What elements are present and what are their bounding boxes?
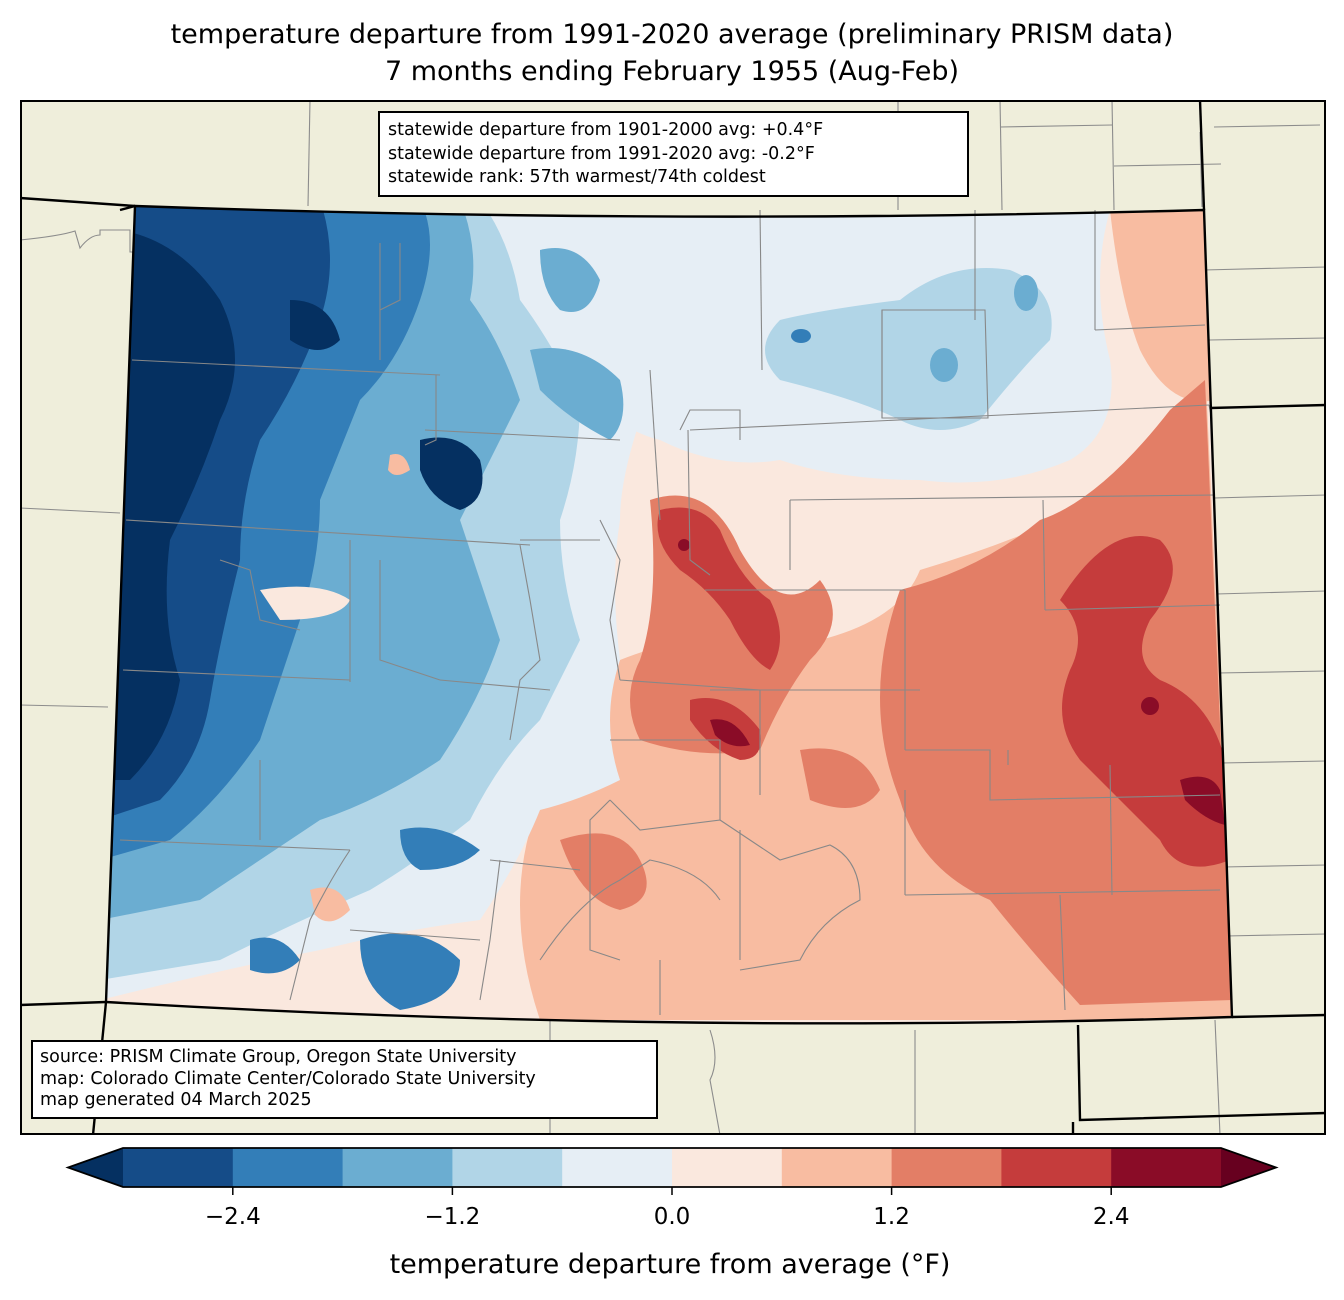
temperature-map — [20, 100, 1326, 1135]
colorbar-tick-label: 1.2 — [873, 1204, 910, 1230]
colorbar-tick-label: 0.0 — [654, 1204, 691, 1230]
colorbar-cell — [1111, 1148, 1222, 1187]
contour-warm-w2 — [260, 586, 350, 620]
contour-cool-6d — [290, 300, 340, 350]
contour-cool-ne2 — [765, 268, 1052, 430]
colorbar-outline — [65, 1147, 1279, 1188]
contour-cool-7 — [360, 933, 460, 1010]
map-frame — [20, 100, 1326, 1135]
contour-warm-w1 — [310, 887, 350, 922]
contour-cool-9 — [250, 937, 300, 974]
colorbar-extend-over — [1221, 1148, 1276, 1187]
colorbar-cell — [123, 1148, 234, 1187]
contour-warm-2c — [560, 833, 647, 910]
contour-fills — [106, 206, 1232, 1024]
colorbar-cell — [452, 1148, 563, 1187]
colorbar-label: temperature departure from average (°F) — [390, 1249, 951, 1280]
generated-date-line: map generated 04 March 2025 — [40, 1090, 312, 1110]
colorbar-cell — [232, 1148, 344, 1187]
map-subtitle: 7 months ending February 1955 (Aug-Feb) — [384, 56, 960, 87]
stats-line-departure-1901-2000: statewide departure from 1901-2000 avg: … — [388, 120, 824, 140]
contour-cool-6 — [115, 230, 235, 780]
contour-cool-ne4 — [930, 348, 958, 382]
contour-cool-11 — [530, 348, 624, 440]
statewide-stats-box: statewide departure from 1901-2000 avg: … — [378, 111, 969, 197]
contour-warm-4c — [1141, 697, 1159, 715]
contour-cool-ne3 — [1014, 275, 1038, 311]
contour-cool-8 — [400, 827, 480, 870]
colorbar-cell — [342, 1148, 453, 1187]
colorbar-tick-label: −2.4 — [205, 1204, 261, 1230]
colorbar-tick-label: −1.2 — [424, 1204, 480, 1230]
contour-warm-4b — [710, 719, 750, 747]
colorbar-extend-under — [68, 1148, 123, 1187]
contour-warm-4 — [1180, 776, 1225, 825]
colorbar-cell — [1001, 1148, 1112, 1187]
source-line: source: PRISM Climate Group, Oregon Stat… — [40, 1047, 517, 1067]
map-credit-line: map: Colorado Climate Center/Colorado St… — [40, 1068, 536, 1089]
contour-cool-10 — [540, 248, 600, 312]
source-credits-box: source: PRISM Climate Group, Oregon Stat… — [31, 1040, 658, 1119]
colorbar-cell — [891, 1148, 1002, 1187]
colorbar: −2.4 −1.2 0.0 1.2 2.4 temperature departure … — [65, 1147, 1279, 1280]
colorbar-cell — [672, 1148, 783, 1187]
stats-line-departure-1991-2020: statewide departure from 1991-2020 avg: … — [388, 143, 815, 164]
contour-cool-6b — [420, 437, 483, 510]
map-title: temperature departure from 1991-2020 ave… — [170, 19, 1174, 50]
contour-warm-w3 — [388, 454, 410, 475]
colorbar-ticks: −2.4 −1.2 0.0 1.2 2.4 — [205, 1187, 1130, 1230]
contour-warm-4d — [678, 539, 690, 551]
colorado-county-lines — [119, 209, 1221, 1015]
colorado-border — [104, 204, 1234, 1025]
colorbar-tick-label: 2.4 — [1093, 1204, 1130, 1230]
colorbar-cell — [781, 1148, 893, 1187]
colorbar-cell — [562, 1148, 673, 1187]
colorbar-cells — [65, 1147, 1279, 1188]
contour-cool-ne5 — [791, 329, 811, 343]
contour-warm-1b — [1110, 210, 1215, 402]
stats-line-rank: statewide rank: 57th warmest/74th coldes… — [388, 167, 766, 187]
contour-warm-2d — [800, 748, 880, 808]
